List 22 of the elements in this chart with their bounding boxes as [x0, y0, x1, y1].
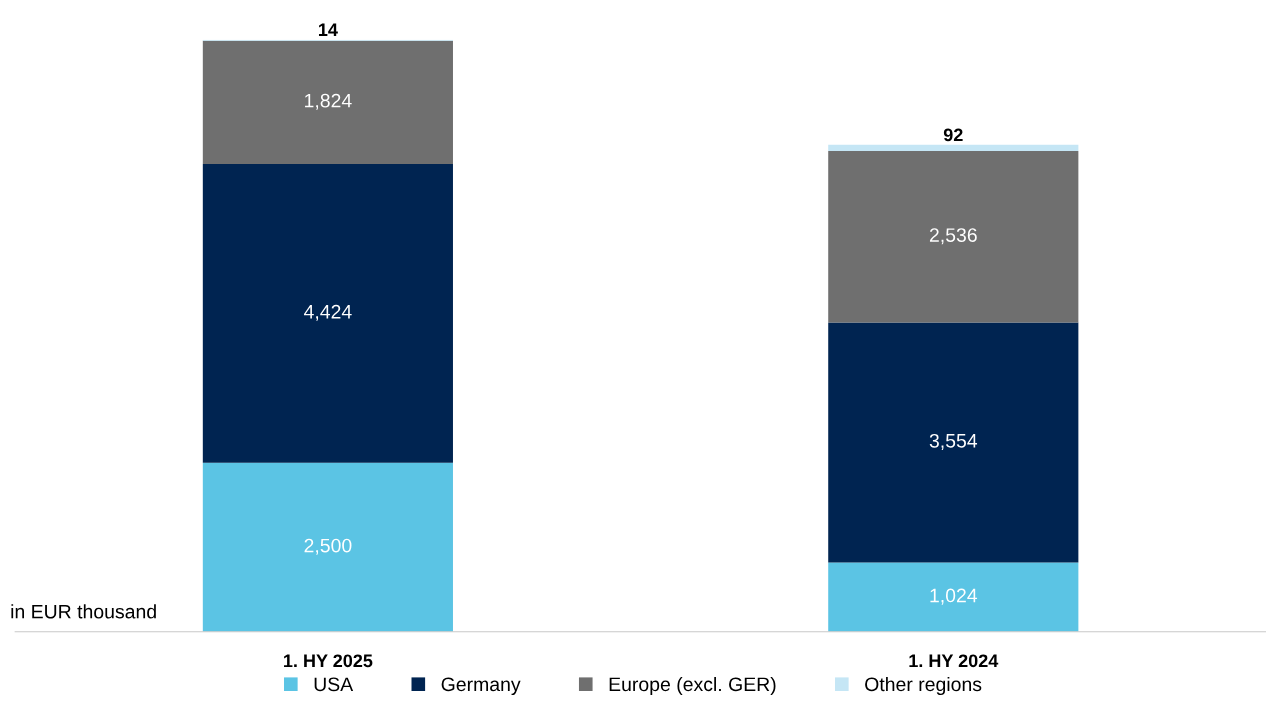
bar	[202, 40, 453, 164]
legend-label: USA	[314, 677, 354, 692]
annotation: in EUR thousand	[11, 604, 156, 619]
legend-label: Europe (excl. GER)	[609, 676, 776, 696]
data-label: 2,500	[304, 538, 352, 555]
legend-label: Other regions	[865, 676, 982, 696]
data-label: 2,536	[929, 228, 977, 245]
bar	[828, 144, 1079, 152]
bar	[828, 322, 1079, 563]
bar	[202, 462, 453, 632]
bar	[828, 562, 1079, 632]
data-label: 3,554	[929, 433, 978, 450]
data-label: 92	[943, 128, 963, 142]
x-tick-label: 1. HY 2024	[909, 654, 999, 668]
legend-label: Germany	[441, 677, 521, 696]
data-label: 14	[318, 23, 338, 36]
data-label: 1,824	[305, 93, 352, 110]
x-tick-label: 1. HY 2025	[284, 654, 373, 668]
bar	[828, 151, 1079, 323]
data-label: 1,024	[930, 588, 978, 605]
data-label: 4,424	[304, 304, 352, 321]
bar	[202, 163, 453, 463]
